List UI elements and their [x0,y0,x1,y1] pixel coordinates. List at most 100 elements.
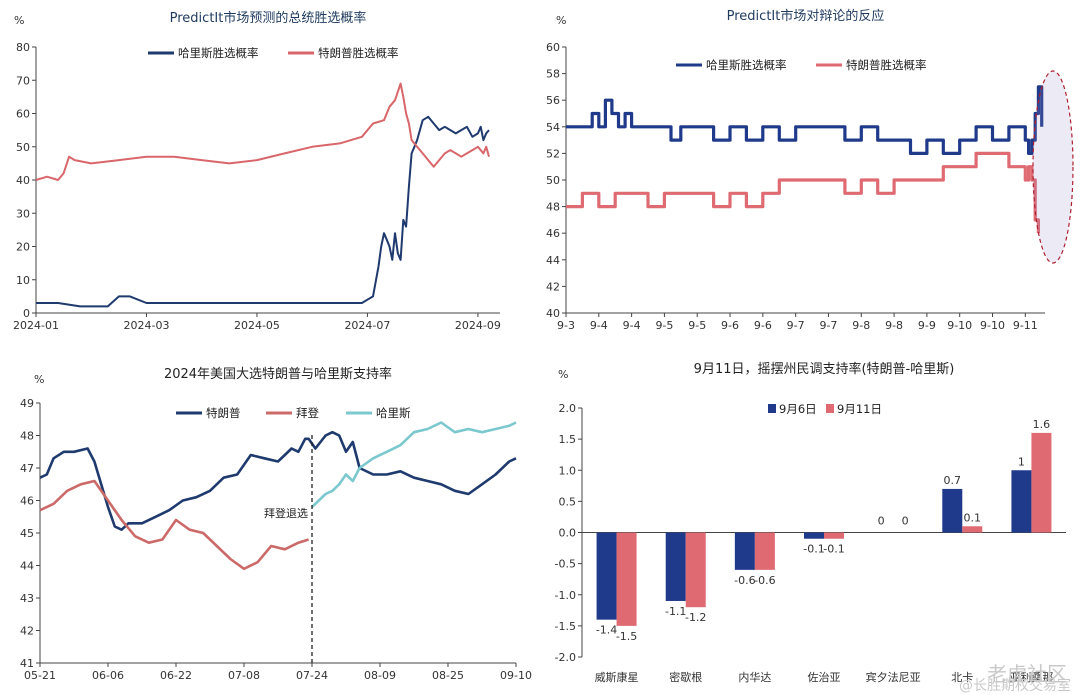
c1-x-tick-4: 2024-09 [455,319,501,332]
chart-swing-states: 9月11日，摇摆州民调支持率(特朗普-哈里斯)% -2.0 -1.5 -1.0 -0.5… [540,345,1081,693]
c2-x-tick-8: 9-7 [819,319,837,332]
c3-legend-label-2: 哈里斯 [376,406,411,420]
c1-y-tick-1: 10 [16,274,30,287]
c3-y-tick-5: 46 [20,495,34,508]
c4-bar-label-0-1: -1.5 [616,630,637,643]
c4-bar-label-2-1: -0.6 [754,574,775,587]
c4-legend-label-1: 9月11日 [837,402,882,416]
c1-y-tick-2: 20 [16,241,30,254]
c2-x-tick-11: 9-9 [918,319,936,332]
c3-y-tick-8: 49 [20,397,34,410]
c4-bar-5-0 [942,488,963,533]
c4-y-tick-4: 0.0 [559,527,577,540]
c1-x-tick-2: 2024-05 [234,319,280,332]
c4-category-0: 威斯康星 [595,670,639,684]
c4-y-tick-8: 2.0 [559,402,577,415]
c1-title: PredictIt市场预测的总统胜选概率 [170,10,367,26]
c3-legend-label-1: 拜登 [296,406,319,420]
c2-y-tick-1: 42 [546,280,560,293]
c4-bar-1-1 [685,532,706,608]
chart-1-svg: PredictIt市场预测的总统胜选概率% 0 10 20 30 40 50 60 70 80 20… [13,10,501,332]
c4-category-2: 内华达 [738,670,771,684]
c2-y-tick-4: 48 [546,201,560,214]
c1-x-tick-1: 2024-03 [123,319,169,332]
c2-x-tick-1: 9-4 [590,319,608,332]
c2-x-tick-4: 9-5 [688,319,706,332]
c3-unit: % [34,373,44,386]
c2-x-tick-5: 9-6 [721,319,739,332]
c3-x-tick-4: 07-24 [296,669,328,682]
c3-y-tick-3: 44 [20,560,34,573]
c4-bar-0-0 [596,532,617,620]
c3-y-tick-1: 42 [20,625,34,638]
c4-y-tick-6: 1.0 [559,464,577,477]
c2-y-tick-6: 52 [546,147,560,160]
c2-y-tick-9: 58 [546,68,560,81]
c2-y-tick-7: 54 [546,121,560,134]
c4-category-5: 北卡 [951,671,973,684]
chart-support-rate: 2024年美国大选特朗普与哈里斯支持率% 41 42 43 44 45 46 47 48 49 05… [0,345,540,693]
c4-bar-3-1 [824,532,844,539]
c1-series-0-line [36,115,490,308]
c2-y-tick-5: 50 [546,174,560,187]
c4-bar-3-0 [804,532,824,539]
c2-unit: % [556,14,566,27]
c1-y-tick-4: 40 [16,174,30,187]
c4-bar-label-5-0: 0.7 [944,474,962,487]
c2-y-tick-2: 44 [546,254,560,267]
c2-series-1-line [566,151,1040,234]
c4-category-6: 亚利桑那 [1009,671,1053,684]
c2-x-tick-0: 9-3 [557,319,575,332]
c4-bar-label-0-0: -1.4 [596,624,617,637]
chart-harris-trump-predictit: PredictIt市场预测的总统胜选概率% 0 10 20 30 40 50 60 70 80 20… [0,0,540,345]
c1-y-tick-7: 70 [16,74,30,87]
c4-bar-label-1-0: -1.1 [665,605,686,618]
c2-x-tick-3: 9-5 [655,319,673,332]
chart-2-svg: PredictIt市场对辩论的反应% 40 42 44 46 48 50 52 54 56 58 60… [546,8,1074,332]
c4-unit: % [558,368,568,381]
c4-y-tick-2: -1.0 [555,589,576,602]
c2-x-tick-6: 9-6 [754,319,772,332]
c3-y-tick-6: 47 [20,462,34,475]
chart-3-svg: 2024年美国大选特朗普与哈里斯支持率% 41 42 43 44 45 46 47 48 49 05… [20,366,532,682]
c2-y-tick-0: 40 [546,307,560,320]
c3-y-tick-7: 48 [20,430,34,443]
c4-category-3: 佐治亚 [808,670,841,684]
c4-y-tick-7: 1.5 [559,433,577,446]
c4-bar-label-3-1: -0.1 [823,543,844,556]
c2-x-tick-2: 9-4 [623,319,641,332]
c4-bar-label-6-0: 1 [1018,455,1025,468]
c4-bar-2-0 [734,532,755,570]
c3-x-tick-1: 06-06 [92,669,124,682]
c3-x-tick-3: 07-08 [228,669,260,682]
c3-x-tick-6: 08-25 [432,669,464,682]
c2-title: PredictIt市场对辩论的反应 [727,8,885,24]
c4-category-4: 宾夕法尼亚 [866,670,921,684]
c3-y-tick-0: 41 [20,657,34,670]
c3-title: 2024年美国大选特朗普与哈里斯支持率 [164,366,392,382]
c3-x-tick-2: 06-22 [160,669,192,682]
c3-x-tick-7: 09-10 [500,669,532,682]
c4-category-1: 密歇根 [669,670,702,684]
c4-bar-label-4-0: 0 [878,515,885,528]
c4-bar-2-1 [754,532,775,570]
c2-x-tick-9: 9-8 [852,319,870,332]
c3-annotation-label: 拜登退选 [264,506,308,520]
c3-series-1-line [39,479,309,571]
c3-y-tick-4: 45 [20,527,34,540]
c4-bar-6-0 [1011,470,1032,533]
c1-y-tick-0: 0 [23,307,30,320]
c2-x-tick-7: 9-7 [787,319,805,332]
c3-y-tick-2: 43 [20,592,34,605]
c2-highlight-ellipse [1032,70,1074,264]
c1-y-tick-8: 80 [16,41,30,54]
c4-bar-6-1 [1031,432,1052,533]
c2-y-tick-3: 46 [546,227,560,240]
c1-x-tick-0: 2024-01 [13,319,59,332]
c2-legend-label-0: 哈里斯胜选概率 [706,58,787,72]
c1-legend-label-1: 特朗普胜选概率 [318,46,399,60]
c4-y-tick-5: 0.5 [559,495,577,508]
c2-y-tick-8: 56 [546,94,560,107]
c4-bar-0-1 [616,532,637,626]
c4-bar-label-3-0: -0.1 [803,543,824,556]
